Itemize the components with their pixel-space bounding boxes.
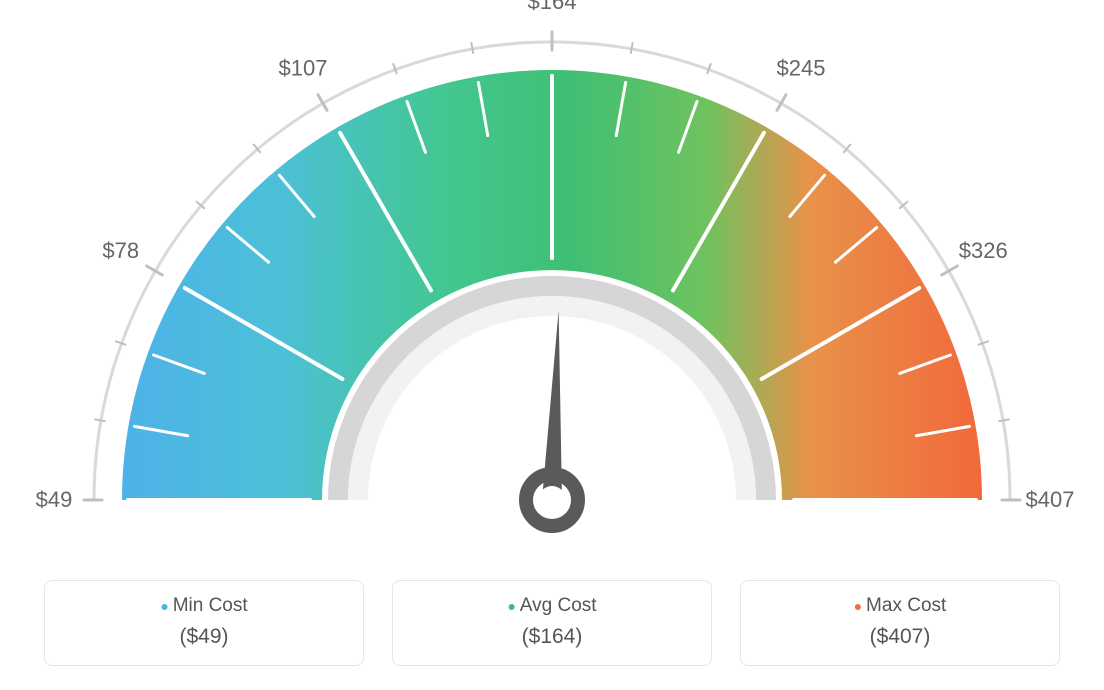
gauge-chart-container: $49 $78 $107 $164 $245 $326 $407 Min Cost ($49… [0, 0, 1104, 690]
svg-text:$49: $49 [36, 487, 73, 512]
legend-max-value: ($407) [761, 625, 1039, 649]
legend-card-max: Max Cost ($407) [740, 580, 1060, 666]
svg-text:$78: $78 [102, 238, 139, 263]
legend-card-avg: Avg Cost ($164) [392, 580, 712, 666]
svg-text:$107: $107 [279, 56, 328, 81]
svg-text:$407: $407 [1026, 487, 1075, 512]
legend-max-label: Max Cost [761, 595, 1039, 617]
svg-text:$326: $326 [959, 238, 1008, 263]
legend-avg-value: ($164) [413, 625, 691, 649]
legend-min-label: Min Cost [65, 595, 343, 617]
gauge-svg: $49 $78 $107 $164 $245 $326 $407 [0, 0, 1104, 570]
legend-min-value: ($49) [65, 625, 343, 649]
legend-row: Min Cost ($49) Avg Cost ($164) Max Cost … [0, 580, 1104, 666]
svg-text:$164: $164 [528, 0, 577, 14]
svg-text:$245: $245 [777, 56, 826, 81]
legend-card-min: Min Cost ($49) [44, 580, 364, 666]
legend-avg-label: Avg Cost [413, 595, 691, 617]
gauge-area: $49 $78 $107 $164 $245 $326 $407 [0, 0, 1104, 570]
